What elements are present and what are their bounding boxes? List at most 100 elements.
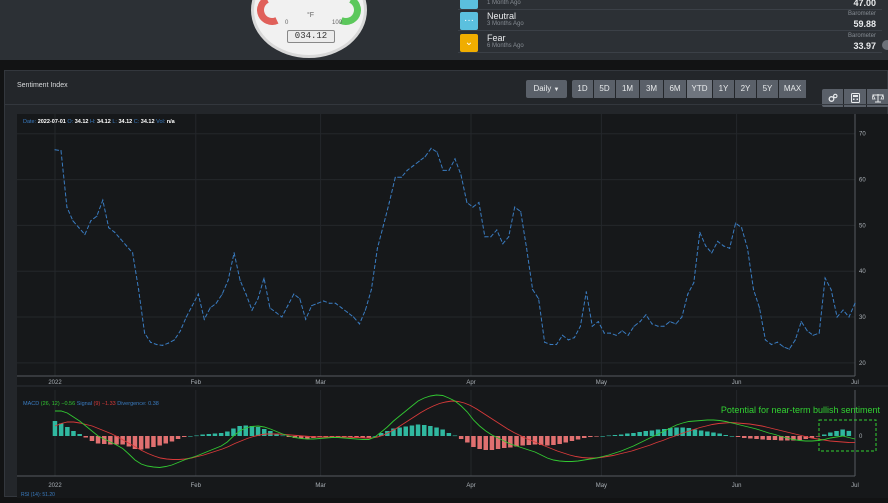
range-button-5d[interactable]: 5D bbox=[594, 80, 615, 98]
interval-dropdown[interactable]: Daily ▼ bbox=[526, 80, 567, 98]
macd-histogram-bar bbox=[151, 436, 156, 447]
macd-histogram-bar bbox=[588, 436, 593, 437]
history-value: 59.88 bbox=[853, 19, 876, 29]
price-point bbox=[788, 348, 790, 350]
price-point bbox=[78, 227, 80, 229]
price-point bbox=[454, 158, 456, 160]
price-point bbox=[138, 288, 140, 291]
x-tick-label: Feb bbox=[191, 380, 202, 386]
macd-histogram-bar bbox=[483, 436, 488, 450]
legend-low: 34.12 bbox=[118, 119, 132, 125]
macd-histogram-bar bbox=[305, 436, 310, 439]
macd-histogram-bar bbox=[495, 436, 501, 449]
price-point bbox=[735, 222, 737, 224]
scroll-handle[interactable] bbox=[882, 40, 888, 50]
settings-icon[interactable] bbox=[822, 89, 843, 107]
interval-label: Daily bbox=[533, 84, 552, 93]
macd-histogram-bar bbox=[397, 427, 402, 436]
sentiment-gauge: °F 0 100 034.12 bbox=[251, 0, 367, 58]
macd-histogram-bar bbox=[225, 431, 230, 436]
y-tick-label: 60 bbox=[859, 178, 866, 184]
macd-histogram-bar bbox=[366, 436, 372, 438]
signal-value: −1.33 bbox=[102, 401, 116, 407]
partial-icon bbox=[460, 0, 478, 9]
macd-histogram-bar bbox=[132, 436, 138, 449]
range-button-1y[interactable]: 1Y bbox=[713, 80, 734, 98]
price-point bbox=[651, 323, 653, 325]
price-point bbox=[54, 149, 56, 151]
caret-down-icon: ▼ bbox=[553, 87, 560, 93]
price-point bbox=[466, 201, 468, 204]
price-point bbox=[245, 293, 247, 295]
range-button-3m[interactable]: 3M bbox=[640, 80, 663, 98]
x-tick-label: May bbox=[596, 483, 607, 489]
macd-histogram-bar bbox=[692, 429, 698, 436]
price-point bbox=[257, 298, 259, 300]
range-button-ytd[interactable]: YTD bbox=[687, 80, 712, 98]
macd-histogram-bar bbox=[329, 436, 335, 437]
range-button-max[interactable]: MAX bbox=[779, 80, 806, 98]
legend-close: 34.12 bbox=[141, 119, 155, 125]
price-point bbox=[418, 160, 420, 162]
price-point bbox=[329, 302, 331, 304]
range-button-6m[interactable]: 6M bbox=[664, 80, 686, 98]
price-point bbox=[484, 236, 486, 238]
macd-line bbox=[55, 394, 856, 468]
price-point bbox=[806, 330, 808, 332]
price-point bbox=[705, 245, 707, 247]
price-point bbox=[275, 311, 277, 313]
price-point bbox=[549, 343, 552, 346]
price-point bbox=[215, 302, 217, 304]
macd-histogram-bar bbox=[748, 436, 753, 439]
price-point bbox=[90, 220, 92, 222]
price-point bbox=[514, 206, 516, 208]
y-tick-label: 50 bbox=[859, 223, 866, 229]
macd-histogram-bar bbox=[348, 436, 353, 437]
price-point bbox=[335, 302, 337, 304]
price-point bbox=[358, 323, 361, 325]
price-point bbox=[508, 236, 510, 238]
history-row-6-months: ⌄ Fear 6 Months Ago Barometer 33.97 bbox=[458, 32, 882, 53]
scale-icon[interactable] bbox=[867, 89, 888, 107]
price-point bbox=[573, 337, 576, 339]
macd-histogram-bar bbox=[465, 436, 470, 443]
macd-axis: 0 bbox=[859, 434, 863, 440]
range-button-5y[interactable]: 5Y bbox=[757, 80, 778, 98]
price-point bbox=[155, 343, 158, 346]
calculator-icon[interactable] bbox=[844, 89, 866, 107]
price-point bbox=[233, 252, 235, 254]
chart-area[interactable]: Date: 2022-07-01 O: 34.12 H: 34.12 L: 34… bbox=[17, 114, 888, 498]
price-point bbox=[96, 215, 98, 217]
macd-histogram-bar bbox=[335, 436, 341, 437]
macd-histogram-bar bbox=[157, 436, 162, 446]
history-source: Barometer bbox=[847, 33, 876, 39]
macd-histogram-bar bbox=[428, 426, 433, 436]
macd-histogram-bar bbox=[545, 436, 550, 446]
x-axis-price: 2022 Feb Mar Apr May Jun Jul bbox=[48, 380, 859, 386]
price-point bbox=[346, 311, 349, 313]
price-point bbox=[108, 227, 110, 229]
macd-histogram-bar bbox=[243, 425, 248, 436]
chart-svg[interactable]: Date: 2022-07-01 O: 34.12 H: 34.12 L: 34… bbox=[17, 114, 888, 498]
range-button-1d[interactable]: 1D bbox=[572, 80, 593, 98]
price-point bbox=[800, 321, 802, 323]
price-point bbox=[311, 305, 313, 307]
macd-histogram-bar bbox=[274, 433, 279, 436]
range-button-1m[interactable]: 1M bbox=[616, 80, 639, 98]
price-point bbox=[681, 316, 683, 318]
macd-histogram-bar bbox=[403, 426, 408, 436]
macd-histogram-bar bbox=[662, 429, 667, 436]
price-point bbox=[741, 227, 743, 229]
range-button-2y[interactable]: 2Y bbox=[735, 80, 756, 98]
macd-histogram-bar bbox=[631, 433, 636, 436]
macd-histogram-bar bbox=[452, 435, 458, 437]
macd-legend: MACD (26, 12) −0.56 Signal (9) −1.33 Div… bbox=[23, 401, 159, 407]
macd-histogram-bar bbox=[477, 436, 482, 449]
price-point bbox=[478, 201, 480, 204]
macd-histogram-bar bbox=[557, 436, 562, 444]
price-point bbox=[114, 231, 116, 233]
history-period: 6 Months Ago bbox=[487, 43, 524, 49]
macd-histogram-bar bbox=[514, 436, 519, 447]
price-point bbox=[388, 201, 390, 204]
macd-histogram-bar bbox=[680, 427, 685, 436]
